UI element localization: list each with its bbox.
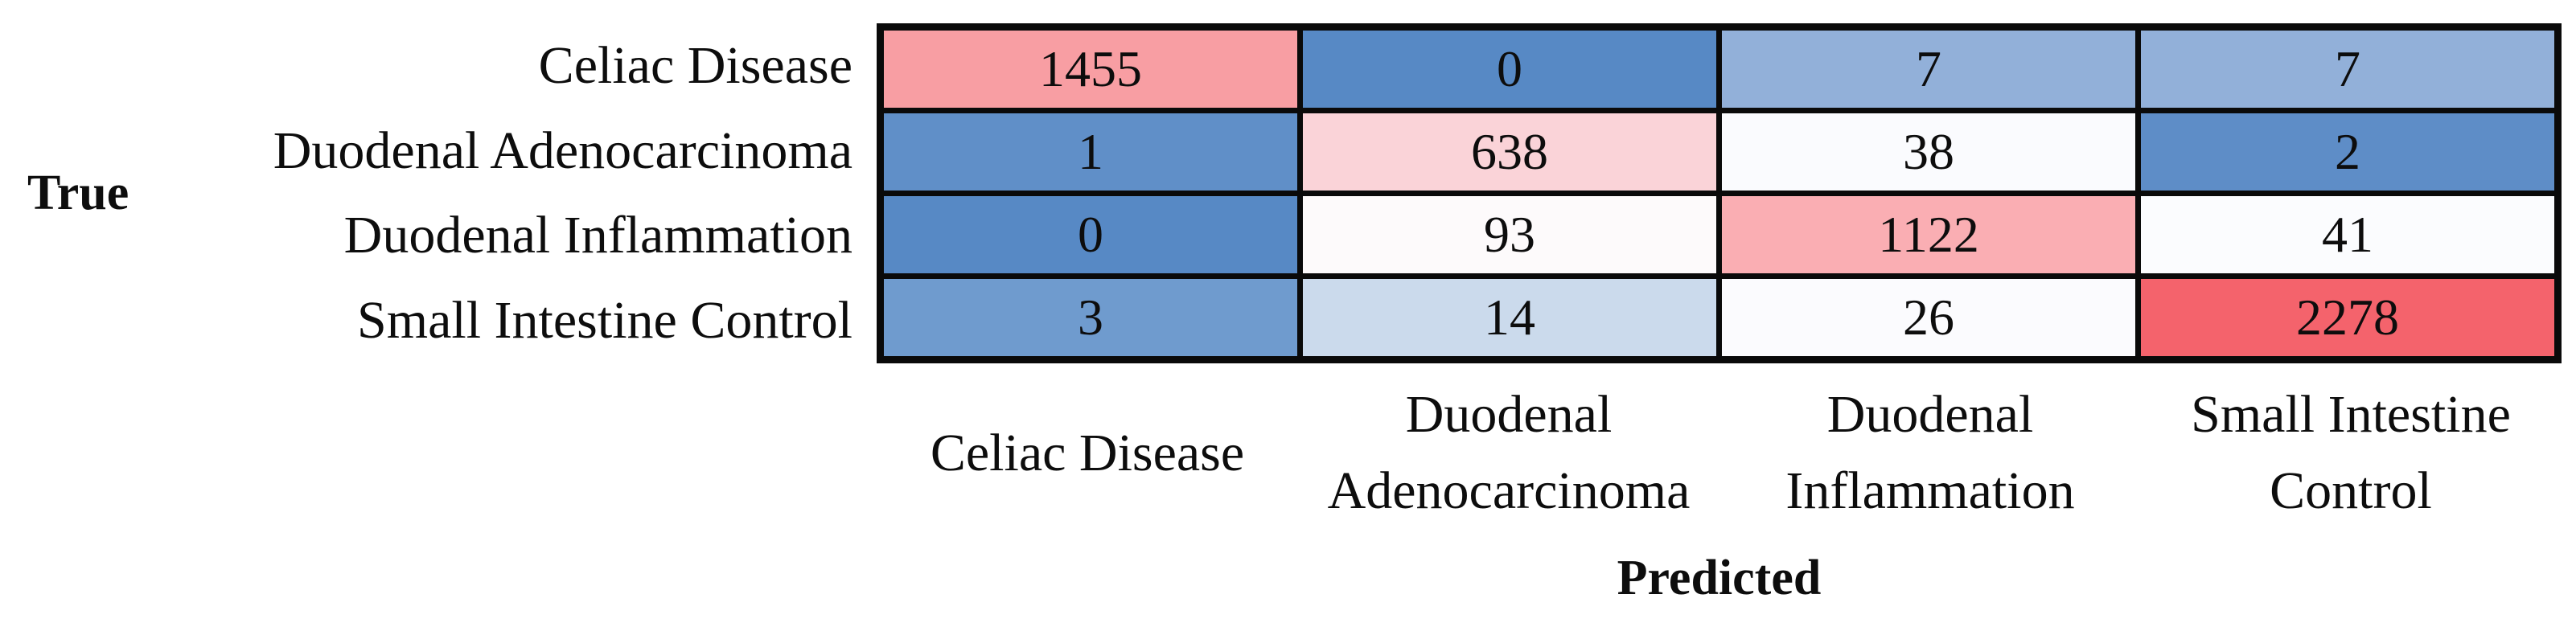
cell-r2-c3: 41 bbox=[2141, 196, 2554, 273]
col-label-line: Celiac Disease bbox=[930, 423, 1245, 482]
col-label-line: Small Intestine bbox=[2191, 385, 2511, 444]
cell-r2-c1: 93 bbox=[1303, 196, 1716, 273]
cell-r2-c0: 0 bbox=[884, 196, 1297, 273]
cell-r0-c2: 7 bbox=[1722, 31, 2135, 108]
col-label-line: Duodenal bbox=[1826, 385, 2034, 444]
matrix-grid: 1455 0 7 7 1 638 38 2 0 93 1122 41 3 14 … bbox=[877, 23, 2562, 363]
row-label-duodenal-inflammation: Duodenal Inflammation bbox=[343, 206, 853, 264]
col-label-celiac-disease: Celiac Disease bbox=[877, 376, 1298, 529]
cell-r1-c2: 38 bbox=[1722, 113, 2135, 191]
cell-r0-c3: 7 bbox=[2141, 31, 2554, 108]
col-label-small-intestine-control: Small Intestine Control bbox=[2140, 376, 2562, 529]
cell-r3-c0: 3 bbox=[884, 279, 1297, 356]
col-label-line: Inflammation bbox=[1785, 461, 2075, 520]
cell-r1-c1: 638 bbox=[1303, 113, 1716, 191]
row-label-celiac-disease: Celiac Disease bbox=[538, 36, 853, 95]
col-label-duodenal-adenocarcinoma: Duodenal Adenocarcinoma bbox=[1298, 376, 1719, 529]
col-label-duodenal-inflammation: Duodenal Inflammation bbox=[1719, 376, 2141, 529]
cell-r2-c2: 1122 bbox=[1722, 196, 2135, 273]
cell-r0-c0: 1455 bbox=[884, 31, 1297, 108]
row-label-small-intestine-control: Small Intestine Control bbox=[357, 291, 853, 350]
col-label-line: Adenocarcinoma bbox=[1327, 461, 1691, 520]
col-label-line: Control bbox=[2270, 461, 2432, 520]
cell-r3-c2: 26 bbox=[1722, 279, 2135, 356]
cell-r0-c1: 0 bbox=[1303, 31, 1716, 108]
cell-r1-c0: 1 bbox=[884, 113, 1297, 191]
cell-r1-c3: 2 bbox=[2141, 113, 2554, 191]
cell-r3-c1: 14 bbox=[1303, 279, 1716, 356]
x-axis-label: Predicted bbox=[1617, 551, 1822, 605]
col-label-line: Duodenal bbox=[1405, 385, 1613, 444]
cell-r3-c3: 2278 bbox=[2141, 279, 2554, 356]
row-label-duodenal-adenocarcinoma: Duodenal Adenocarcinoma bbox=[273, 121, 853, 180]
y-axis-label: True bbox=[27, 166, 129, 220]
